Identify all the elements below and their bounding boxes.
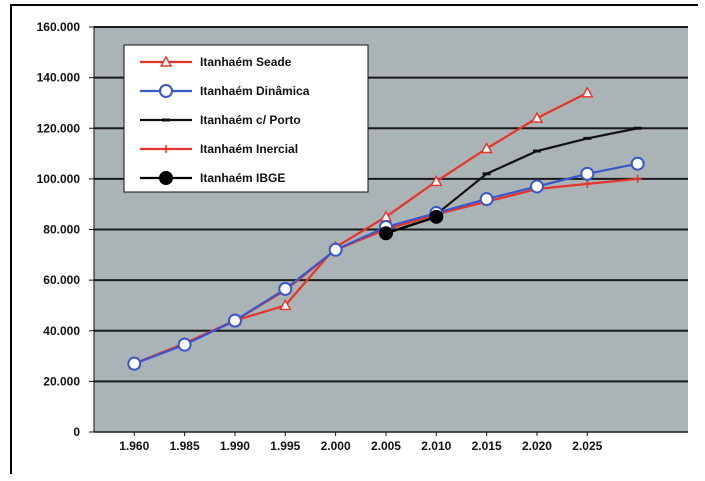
x-tick-label: 1.985 bbox=[170, 439, 200, 453]
data-point bbox=[177, 337, 192, 352]
data-point bbox=[583, 179, 592, 188]
data-point bbox=[279, 298, 292, 311]
x-tick-label: 2.010 bbox=[421, 439, 451, 453]
x-tick-label: 2.015 bbox=[472, 439, 502, 453]
data-point bbox=[480, 142, 493, 154]
y-tick-label: 0 bbox=[73, 425, 80, 439]
data-point bbox=[630, 156, 645, 171]
series-group bbox=[127, 86, 645, 371]
data-point bbox=[429, 209, 444, 224]
x-tick-label: 1.990 bbox=[220, 439, 250, 453]
legend-marker bbox=[159, 84, 173, 98]
y-tick-label: 60.000 bbox=[43, 273, 80, 287]
series-dot bbox=[378, 209, 444, 241]
legend-marker bbox=[162, 145, 170, 153]
x-tick-label: 2.025 bbox=[572, 439, 602, 453]
y-tick-label: 20.000 bbox=[43, 374, 80, 388]
data-point bbox=[278, 281, 293, 296]
chart-frame bbox=[10, 4, 698, 474]
legend-label: Itanhaém c/ Porto bbox=[200, 113, 301, 127]
data-point bbox=[633, 174, 642, 183]
y-tick-label: 40.000 bbox=[43, 324, 80, 338]
legend-item: Itanhaém c/ Porto bbox=[140, 113, 301, 127]
legend: Itanhaém Seade Itanhaém Dinâmica Itanhaém … bbox=[123, 44, 369, 193]
legend-label: Itanhaém Seade bbox=[200, 55, 292, 69]
data-point bbox=[227, 313, 242, 328]
data-point bbox=[127, 356, 142, 371]
series-line bbox=[385, 215, 437, 235]
x-tick-label: 2.000 bbox=[321, 439, 351, 453]
legend-marker bbox=[159, 171, 173, 185]
legend-label: Itanhaém Dinâmica bbox=[200, 84, 310, 98]
legend-label: Itanhaém Inercial bbox=[200, 142, 298, 156]
x-tick-label: 2.020 bbox=[522, 439, 552, 453]
data-point bbox=[529, 179, 544, 194]
data-point bbox=[430, 174, 443, 187]
y-tick-label: 120.000 bbox=[37, 121, 81, 135]
legend-label: Itanhaém IBGE bbox=[200, 171, 285, 185]
legend-item: Itanhaém Inercial bbox=[140, 142, 298, 156]
legend-item: Itanhaém Dinâmica bbox=[140, 84, 310, 98]
legend-item: Itanhaém Seade bbox=[140, 55, 292, 69]
y-tick-label: 80.000 bbox=[43, 223, 80, 237]
y-tick-label: 100.000 bbox=[37, 172, 81, 186]
y-tick-label: 140.000 bbox=[37, 71, 81, 85]
data-point bbox=[479, 192, 494, 207]
data-point bbox=[328, 242, 343, 257]
x-tick-label: 1.960 bbox=[119, 439, 149, 453]
y-tick-label: 160.000 bbox=[37, 20, 81, 34]
data-point bbox=[581, 86, 594, 98]
x-tick-label: 1.995 bbox=[270, 439, 300, 453]
data-point bbox=[580, 166, 595, 181]
x-axis-ticks: 1.960 1.985 1.990 1.995 2.000 2.005 2.010 2.015… bbox=[119, 432, 603, 453]
data-point bbox=[530, 111, 544, 123]
legend-item: Itanhaém IBGE bbox=[140, 171, 285, 185]
data-point bbox=[378, 226, 393, 241]
legend-marker bbox=[159, 55, 173, 67]
x-tick-label: 2.005 bbox=[371, 439, 401, 453]
y-axis-ticks: 0 20.000 40.000 60.000 80.000 100.000 120.000 1… bbox=[37, 20, 94, 439]
